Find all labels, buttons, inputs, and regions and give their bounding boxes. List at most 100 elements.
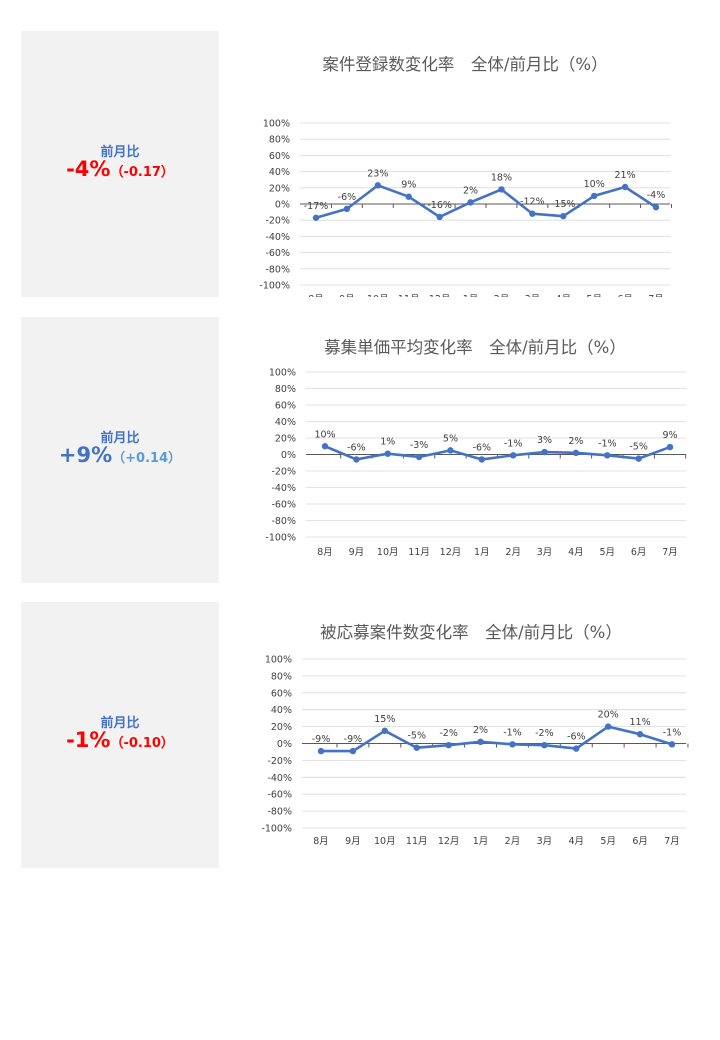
summary-card: 前月比 -1%（-0.10） [21, 602, 219, 868]
data-label: -12% [520, 197, 545, 208]
x-tick-label: 5月 [600, 836, 616, 847]
x-tick-label: 3月 [537, 836, 553, 847]
x-tick-label: 4月 [555, 294, 571, 297]
data-point [467, 199, 474, 206]
data-point [317, 747, 325, 755]
x-tick-label: 8月 [317, 547, 333, 558]
y-tick-label: -80% [265, 264, 290, 275]
change-percent: +9% [58, 443, 113, 467]
data-label: -1% [663, 727, 682, 738]
x-tick-label: 9月 [345, 836, 361, 847]
x-tick-label: 5月 [599, 547, 615, 558]
y-tick-label: -20% [271, 467, 296, 478]
change-ratio: （-0.17） [110, 165, 174, 180]
data-point [312, 214, 320, 221]
data-point [529, 210, 536, 217]
data-point [572, 449, 580, 457]
x-tick-label: 7月 [664, 836, 680, 847]
data-label: -16% [427, 200, 452, 211]
panel-2: 前月比 +9%（+0.14） 募集単価平均変化率 全体/前月比（%） 100% 8… [0, 317, 720, 583]
x-tick-label: 5月 [586, 294, 602, 297]
change-ratio: （-0.10） [110, 736, 174, 751]
data-point [541, 741, 548, 749]
y-tick-label: -100% [259, 281, 290, 292]
series-line [321, 725, 673, 753]
data-point [498, 186, 505, 193]
y-tick-label: -60% [267, 790, 292, 801]
data-point [541, 448, 548, 456]
x-tick-label: 1月 [474, 547, 490, 558]
x-tick-label: 12月 [440, 547, 462, 558]
y-tick-label: -60% [271, 500, 296, 511]
data-point [477, 738, 484, 746]
y-tick-label: 60% [269, 151, 290, 162]
data-label: 9% [401, 180, 416, 191]
x-tick-label: 7月 [648, 294, 664, 297]
x-tick-label: 1月 [473, 836, 489, 847]
data-point [652, 204, 660, 211]
y-tick-label: -40% [271, 483, 296, 494]
data-label: -2% [535, 728, 554, 739]
data-label: 9% [662, 430, 677, 441]
y-tick-label: 100% [263, 119, 290, 130]
y-tick-label: -60% [265, 248, 290, 259]
card-label: 前月比 [100, 145, 140, 160]
y-tick-label: -100% [261, 824, 292, 835]
y-tick-label: 100% [265, 655, 292, 666]
y-tick-label: -80% [271, 516, 296, 527]
data-label: 10% [314, 429, 335, 440]
data-point [573, 745, 580, 752]
data-point [436, 213, 443, 221]
x-tick-label: 7月 [662, 547, 678, 558]
data-label: -3% [410, 440, 429, 451]
card-label: 前月比 [100, 716, 140, 731]
data-point [405, 193, 412, 200]
data-label: 2% [463, 185, 478, 196]
change-percent: -4% [66, 157, 111, 181]
y-tick-label: 80% [271, 671, 292, 682]
y-tick-label: 20% [269, 183, 290, 194]
chart-title: 案件登録数変化率 全体/前月比（%） [322, 55, 608, 74]
change-ratio: （+0.14） [112, 451, 182, 466]
data-label: 20% [598, 710, 619, 721]
data-point [413, 744, 420, 751]
y-tick-label: 60% [271, 688, 292, 699]
x-tick-label: 6月 [632, 836, 648, 847]
data-point [374, 182, 382, 189]
x-tick-label: 3月 [537, 547, 553, 558]
x-tick-label: 2月 [505, 836, 521, 847]
change-percent: -1% [66, 728, 111, 752]
x-tick-label: 8月 [313, 836, 329, 847]
card-value: -1%（-0.10） [21, 728, 219, 752]
x-tick-label: 12月 [438, 836, 460, 847]
y-tick-label: -100% [265, 533, 296, 544]
data-label: 5% [443, 433, 458, 444]
data-label: 3% [537, 435, 552, 446]
line-chart: 100% 80% 60% 40% 20% 0% -20% -40% -60% -80% -100% 8… [259, 119, 672, 297]
data-point [447, 447, 454, 454]
summary-card: 前月比 -4%（-0.17） [21, 31, 219, 297]
data-point [604, 452, 611, 459]
data-point [321, 443, 329, 450]
x-tick-label: 11月 [398, 294, 420, 297]
card-value: +9%（+0.14） [21, 443, 219, 467]
x-tick-label: 3月 [525, 294, 541, 297]
y-tick-label: 40% [275, 417, 296, 428]
data-point [636, 731, 644, 738]
data-label: -1% [503, 727, 522, 738]
card-label: 前月比 [100, 431, 140, 446]
data-point [509, 452, 517, 459]
x-tick-label: 2月 [505, 547, 521, 558]
y-tick-label: -20% [267, 756, 292, 767]
x-tick-label: 4月 [568, 547, 584, 558]
data-label: 21% [615, 170, 636, 181]
data-label: 2% [473, 725, 488, 736]
panel-1: 前月比 -4%（-0.17） 案件登録数変化率 全体/前月比（%） 100% 80… [0, 31, 720, 297]
data-label: -6% [338, 192, 357, 203]
y-tick-label: 0% [275, 200, 290, 211]
data-label: 15% [374, 714, 395, 725]
y-tick-label: 40% [271, 705, 292, 716]
data-point [666, 443, 674, 451]
line-chart: 100% 80% 60% 40% 20% 0% -20% -40% -60% -80% -100% 8… [265, 368, 687, 558]
x-tick-label: 6月 [617, 294, 633, 297]
